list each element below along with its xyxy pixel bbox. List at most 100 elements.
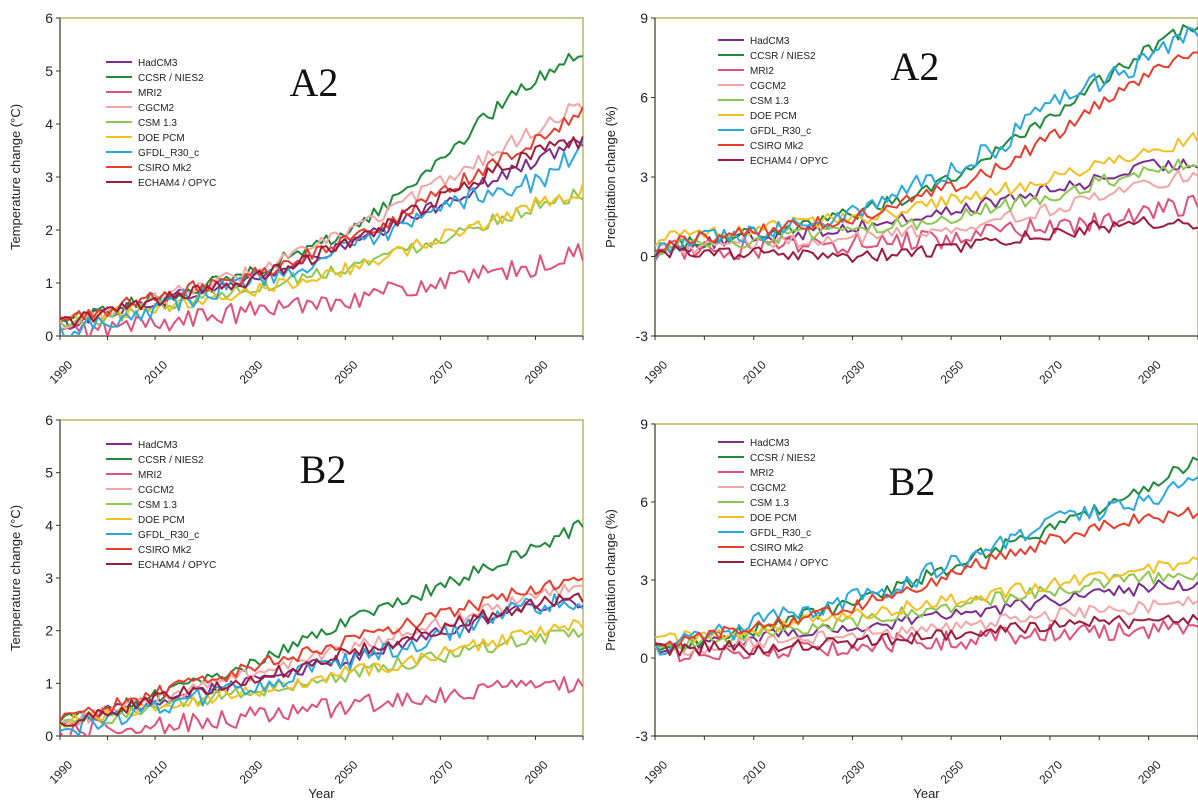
- y-tick-label: 0: [45, 328, 53, 344]
- x-tick-label: 2030: [237, 758, 266, 787]
- legend-label: ECHAM4 / OPYC: [138, 560, 216, 571]
- y-tick-label: 3: [45, 169, 53, 185]
- y-tick-label: 3: [640, 169, 648, 185]
- legend-label: HadCM3: [750, 438, 790, 449]
- series-line-csm-1-3: [655, 570, 1198, 652]
- series-line-gfdl-r30-c: [60, 140, 583, 336]
- x-tick-label: 2070: [1036, 358, 1065, 387]
- legend-label: CSIRO Mk2: [138, 545, 192, 556]
- y-tick-label: 0: [45, 728, 53, 744]
- scenario-label: A2: [290, 60, 339, 105]
- scenario-label: A2: [891, 44, 940, 89]
- x-tick-label: 2090: [522, 758, 551, 787]
- x-tick-label: 2050: [332, 358, 361, 387]
- legend-label: CGCM2: [138, 103, 175, 114]
- legend: HadCM3 CCSR / NIES2 MRI2 CGCM2 CSM 1.3 DOE PC…: [106, 58, 216, 189]
- y-tick-label: 6: [640, 494, 648, 510]
- y-tick-label: 0: [640, 650, 648, 666]
- chart-panel-3: 0 1 2 3 4 5 6 1990 2010 2030 2050 2070 2090 Temperatu…: [8, 412, 584, 801]
- x-tick-label: 2050: [938, 758, 967, 787]
- legend-label: CCSR / NIES2: [138, 73, 204, 84]
- y-tick-label: -3: [636, 728, 649, 744]
- series-line-mri2: [60, 676, 583, 736]
- legend-label: CSM 1.3: [138, 500, 177, 511]
- series-lines: [655, 456, 1198, 663]
- series-line-gfdl-r30-c: [655, 476, 1198, 656]
- legend-label: MRI2: [138, 88, 162, 99]
- series-line-gfdl-r30-c: [655, 26, 1198, 260]
- y-axis-label: Temperature change (°C): [8, 505, 23, 651]
- chart-panel-1: 0 1 2 3 4 5 6 1990 2010 2030 2050 2070 2090 Temperatu…: [8, 10, 584, 387]
- x-tick-label: 2050: [938, 358, 967, 387]
- series-line-cgcm2: [655, 595, 1198, 656]
- series-line-echam4-opyc: [60, 592, 583, 727]
- x-tick-label: 2010: [740, 358, 769, 387]
- x-tick-label: 2090: [522, 358, 551, 387]
- x-tick-label: 2070: [1036, 758, 1065, 787]
- legend-label: CSM 1.3: [138, 118, 177, 129]
- legend-label: MRI2: [750, 468, 774, 479]
- legend-label: GFDL_R30_c: [138, 148, 199, 159]
- legend-label: CSM 1.3: [750, 498, 789, 509]
- legend-label: DOE PCM: [750, 513, 797, 524]
- legend-label: GFDL_R30_c: [750, 126, 811, 137]
- x-axis-label: Year: [913, 786, 940, 801]
- series-line-echam4-opyc: [655, 613, 1198, 657]
- y-tick-label: 6: [45, 10, 53, 26]
- legend-label: GFDL_R30_c: [138, 530, 199, 541]
- legend-label: CSIRO Mk2: [750, 141, 804, 152]
- y-tick-label: 9: [640, 416, 648, 432]
- series-line-mri2: [655, 619, 1198, 663]
- y-axis-label: Temperature change (°C): [8, 104, 23, 250]
- x-tick-label: 1990: [46, 358, 75, 387]
- legend-label: CCSR / NIES2: [750, 453, 816, 464]
- legend-label: HadCM3: [138, 440, 178, 451]
- legend-label: DOE PCM: [750, 111, 797, 122]
- series-line-csiro-mk2: [60, 576, 583, 721]
- series-line-csiro-mk2: [655, 506, 1198, 649]
- legend-label: DOE PCM: [138, 133, 185, 144]
- legend-label: HadCM3: [138, 58, 178, 69]
- y-tick-label: 4: [45, 517, 53, 533]
- legend-label: CGCM2: [750, 81, 787, 92]
- y-tick-label: 6: [640, 90, 648, 106]
- series-line-ccsr-nies2: [655, 24, 1198, 257]
- plot-frame: [654, 423, 1198, 737]
- series-line-csm-1-3: [60, 628, 583, 727]
- plot-frame: [59, 17, 584, 337]
- x-tick-label: 2050: [332, 758, 361, 787]
- series-line-mri2: [655, 194, 1198, 262]
- x-tick-label: 1990: [641, 758, 670, 787]
- legend: HadCM3 CCSR / NIES2 MRI2 CGCM2 CSM 1.3 DOE PC…: [106, 440, 216, 571]
- series-line-mri2: [60, 243, 583, 336]
- legend-label: CCSR / NIES2: [138, 455, 204, 466]
- y-tick-label: 2: [45, 623, 53, 639]
- legend-label: ECHAM4 / OPYC: [138, 178, 216, 189]
- x-tick-label: 1990: [641, 358, 670, 387]
- y-tick-label: 5: [45, 465, 53, 481]
- x-tick-label: 2010: [740, 758, 769, 787]
- legend-label: MRI2: [138, 470, 162, 481]
- legend-label: CCSR / NIES2: [750, 51, 816, 62]
- x-tick-label: 2030: [839, 358, 868, 387]
- series-line-cgcm2: [60, 583, 583, 726]
- legend-label: DOE PCM: [138, 515, 185, 526]
- series-line-echam4-opyc: [655, 216, 1198, 263]
- series-lines: [60, 519, 583, 736]
- legend-label: CGCM2: [138, 485, 175, 496]
- series-lines: [655, 24, 1198, 263]
- x-tick-label: 2090: [1135, 758, 1164, 787]
- x-tick-label: 2070: [427, 358, 456, 387]
- x-tick-label: 2090: [1135, 358, 1164, 387]
- scenario-label: B2: [300, 447, 347, 492]
- legend: HadCM3 CCSR / NIES2 MRI2 CGCM2 CSM 1.3 DOE PC…: [718, 36, 828, 167]
- y-tick-label: 1: [45, 275, 53, 291]
- legend-label: ECHAM4 / OPYC: [750, 558, 828, 569]
- x-tick-label: 2010: [142, 358, 171, 387]
- legend: HadCM3 CCSR / NIES2 MRI2 CGCM2 CSM 1.3 DOE PC…: [718, 438, 828, 569]
- y-tick-label: 1: [45, 675, 53, 691]
- y-axis-label: Precipitation change (%): [603, 106, 618, 248]
- legend-label: GFDL_R30_c: [750, 528, 811, 539]
- y-axis-label: Precipitation change (%): [603, 509, 618, 651]
